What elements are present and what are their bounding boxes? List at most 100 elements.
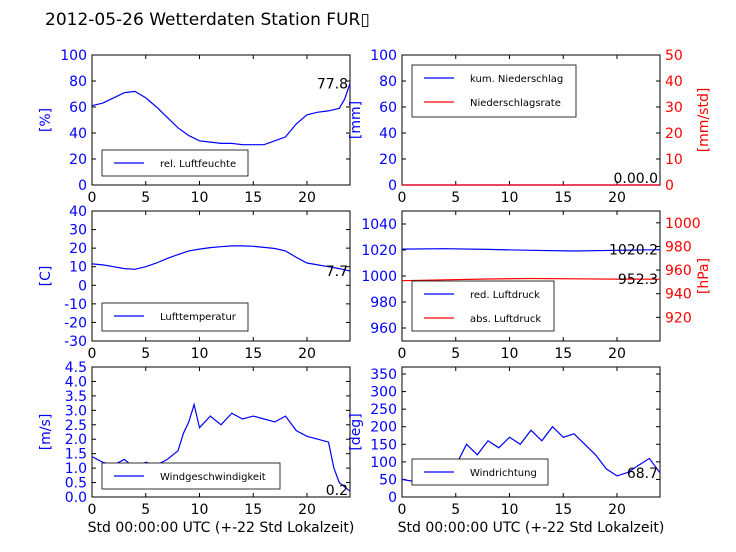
- x-tick-label: 5: [451, 190, 460, 206]
- x-tick-label: 10: [501, 190, 519, 206]
- y-tick-label: 0: [388, 490, 397, 506]
- x-tick-label: 5: [141, 190, 150, 206]
- y-tick-label: 3.5: [65, 389, 87, 405]
- x-tick-label: 10: [501, 346, 519, 362]
- x-tick-label: 20: [608, 190, 626, 206]
- y-axis-label: [m/s]: [38, 414, 54, 451]
- y-tick-label: 2.5: [65, 418, 87, 434]
- chart-precipitation: 0 5 10 15 20 0 20 40 60 80 100 0 10 20 30 40 50 [mm] [mm/s…: [348, 48, 712, 206]
- x-tick-label: 0: [398, 346, 407, 362]
- x-tick-label: 10: [501, 502, 519, 518]
- y-tick-label-right: 20: [665, 126, 683, 142]
- y-tick-label: 0: [78, 278, 87, 294]
- y-tick-label: 10: [69, 260, 87, 276]
- y-tick-label: 350: [370, 367, 397, 383]
- last-value-label: 7.7: [326, 264, 348, 280]
- y-tick-label: 960: [370, 321, 397, 337]
- x-tick-label: 5: [141, 346, 150, 362]
- chart-temperature: 0 5 10 15 20 -30 -20 -10 0 10 20 30 40 [C] Lufttempera…: [38, 204, 351, 362]
- legend-entry: Windgeschwindigkeit: [160, 472, 266, 483]
- y-axis-label: [mm]: [348, 101, 364, 139]
- x-tick-label: 5: [451, 346, 460, 362]
- y-tick-label: -10: [64, 297, 87, 313]
- x-tick-label: 0: [88, 502, 97, 518]
- x-tick-label: 20: [298, 502, 316, 518]
- y-tick-label: 0: [78, 178, 87, 194]
- legend-entry: Lufttemperatur: [160, 312, 237, 323]
- y-axis-label: [C]: [38, 266, 54, 287]
- plot-frame: [91, 210, 351, 342]
- y-tick-label: 20: [69, 152, 87, 168]
- y-tick-label: 0: [388, 178, 397, 194]
- x-tick-label: 0: [88, 190, 97, 206]
- legend-entry: kum. Niederschlag: [470, 74, 563, 85]
- y-tick-label-right: 980: [665, 239, 692, 255]
- x-tick-label: 10: [191, 190, 209, 206]
- x-tick-label: 15: [244, 190, 262, 206]
- x-tick-label: 20: [608, 502, 626, 518]
- y-tick-label: 50: [379, 472, 397, 488]
- x-tick-label: 15: [554, 190, 572, 206]
- y-tick-label: 100: [370, 48, 397, 64]
- y-tick-label: 20: [379, 152, 397, 168]
- y-tick-label: 980: [370, 295, 397, 311]
- x-tick-label: 0: [398, 502, 407, 518]
- x-tick-label: 15: [554, 346, 572, 362]
- chart-windspeed: 0 5 10 15 20 0.00.51.01.52.02.53.03.54.04.5 [m…: [38, 360, 354, 536]
- y-tick-label-right: 920: [665, 310, 692, 326]
- y-axis-label: [%]: [38, 108, 54, 132]
- legend-box: [101, 302, 249, 332]
- figure-title: 2012-05-26 Wetterdaten Station FUR▯: [45, 10, 370, 30]
- legend-precipitation: kum. Niederschlag Niederschlagsrate: [411, 64, 577, 118]
- last-value-label: 77.8: [317, 77, 348, 93]
- legend-entry: red. Luftdruck: [470, 290, 540, 301]
- series-line-pressure-0: [401, 248, 661, 252]
- y-tick-label-right: 30: [665, 100, 683, 116]
- y-tick-label: 200: [370, 420, 397, 436]
- y-tick-label-right: 10: [665, 152, 683, 168]
- series-line-temperature-0: [91, 245, 351, 272]
- x-tick-label: 15: [244, 346, 262, 362]
- series-line-humidity-0: [91, 83, 351, 146]
- y-tick-label: -20: [64, 315, 87, 331]
- x-tick-label: 20: [298, 190, 316, 206]
- y-tick-label: 60: [379, 100, 397, 116]
- x-axis-label: Std 00:00:00 UTC (+-22 Std Lokalzeit): [398, 520, 665, 536]
- y-tick-label: 250: [370, 402, 397, 418]
- x-tick-label: 10: [191, 346, 209, 362]
- legend-entry: Windrichtung: [470, 468, 537, 479]
- y-tick-label: 0.5: [65, 476, 87, 492]
- plot-frame: [91, 366, 351, 498]
- legend-box: [411, 64, 577, 118]
- x-tick-label: 20: [298, 346, 316, 362]
- y-axis-label: [deg]: [348, 413, 364, 450]
- y-tick-label: 20: [69, 241, 87, 257]
- x-tick-label: 5: [141, 502, 150, 518]
- y-tick-label: -30: [64, 334, 87, 350]
- y-tick-label: 1.0: [65, 461, 87, 477]
- legend-box: [411, 280, 555, 332]
- y-tick-label-right: 0: [665, 178, 674, 194]
- y-tick-label: 0.0: [65, 490, 87, 506]
- y-tick-label: 40: [379, 126, 397, 142]
- x-axis-label: Std 00:00:00 UTC (+-22 Std Lokalzeit): [88, 520, 355, 536]
- plot-frame: [91, 54, 351, 186]
- plot-frame: [401, 366, 661, 498]
- legend-pressure: red. Luftdruck abs. Luftdruck: [411, 280, 555, 332]
- y-tick-label-right: 1000: [665, 216, 701, 232]
- y-tick-label-right: 940: [665, 287, 692, 303]
- y-tick-label: 4.0: [65, 374, 87, 390]
- y-tick-label: 4.5: [65, 360, 87, 376]
- legend-entry: Niederschlagsrate: [470, 98, 561, 109]
- y-tick-label: 2.0: [65, 432, 87, 448]
- legend-temperature: Lufttemperatur: [101, 302, 249, 332]
- y-tick-label-right: 960: [665, 263, 692, 279]
- y-tick-label: 150: [370, 437, 397, 453]
- x-tick-label: 15: [244, 502, 262, 518]
- y-tick-label: 80: [69, 74, 87, 90]
- y-tick-label: 1020: [361, 243, 397, 259]
- legend-humidity: rel. Luftfeuchte: [101, 149, 249, 177]
- y-tick-label: 1000: [361, 269, 397, 285]
